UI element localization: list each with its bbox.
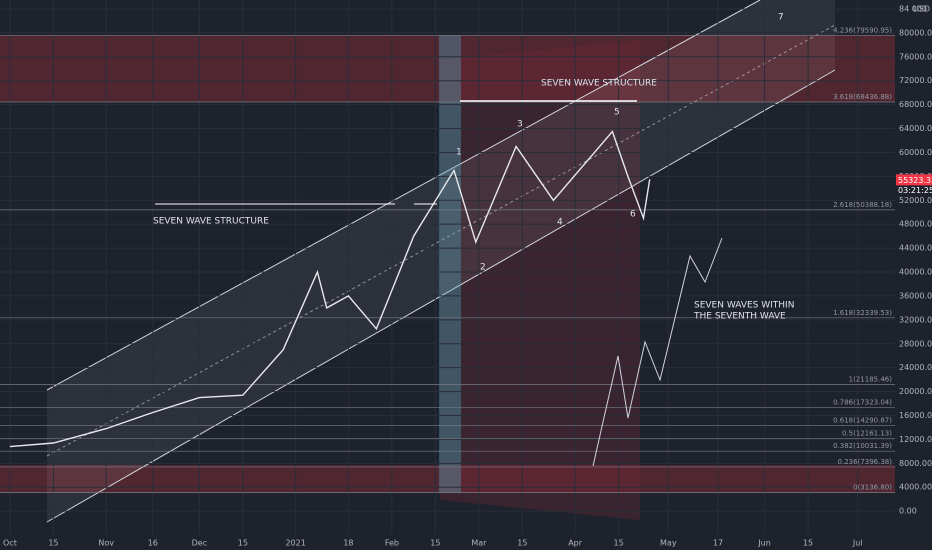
x-tick-label: 17 (713, 539, 723, 548)
y-tick-label: 8000.00 (899, 459, 932, 468)
wave-label: 7 (778, 13, 784, 23)
annotation: SEVEN WAVES WITHIN (694, 301, 794, 311)
levels: 4.236(79590.95) 3.618(68436.88) 2.618(5038… (0, 26, 895, 493)
x-tick-label: Dec (192, 539, 207, 548)
wave-label: 2 (480, 263, 486, 273)
fib-label: 0.236(7396.38) (838, 458, 893, 466)
fib-label: 0.5(12161.13) (842, 429, 892, 437)
annotation: SEVEN WAVE STRUCTURE (153, 217, 269, 227)
x-tick-label: 15 (517, 539, 527, 548)
wave-label: 6 (630, 210, 636, 220)
fib-label: 0(3136.80) (853, 483, 892, 491)
y-tick-label: 52000.00 (899, 196, 932, 205)
currency: USD (913, 5, 930, 14)
annotation: THE SEVENTH WAVE (693, 312, 786, 322)
y-tick-label: 24000.00 (899, 363, 932, 372)
time-axis (0, 535, 932, 550)
wave-label: 3 (517, 120, 523, 130)
grid (0, 0, 895, 535)
projection-path (592, 237, 723, 467)
fib-label: 1.618(32339.53) (833, 309, 892, 317)
fib-label: 4.236(79590.95) (833, 26, 892, 34)
y-tick-label: 4000.00 (899, 483, 932, 492)
y-tick-label: 16000.00 (899, 411, 932, 420)
y-tick-label: 60000.00 (899, 148, 932, 157)
x-tick-label: 2021 (285, 539, 305, 548)
y-tick-label: 84 000 (899, 4, 927, 13)
y-tick-label: 36000.00 (899, 291, 932, 300)
red-zone-bottom (0, 465, 895, 493)
red-zone-top (0, 35, 895, 102)
y-tick-label: 72000.00 (899, 76, 932, 85)
wave-label: 4 (557, 218, 563, 228)
y-tick-label: 12000.00 (899, 435, 932, 444)
x-tick-label: 15 (803, 539, 813, 548)
fib-label: 1(21185.46) (849, 375, 893, 383)
price-line (9, 130, 651, 448)
axes: 0.00 4000.00 8000.00 12000.00 16000.00 20000.… (3, 4, 932, 548)
y-tick-label: 64000.00 (899, 124, 932, 133)
price-tag (896, 175, 932, 186)
y-tick-label: 32000.00 (899, 315, 932, 324)
fib-label: 3.618(68436.88) (833, 93, 892, 101)
fib-label: 0.786(17323.04) (833, 399, 892, 407)
price-tag-label: 55323.33 (898, 176, 932, 185)
y-tick-label: 28000.00 (899, 339, 932, 348)
fib-label: 0.618(14290.87) (833, 417, 892, 425)
time-band (439, 35, 461, 493)
y-tick-label: 68000.00 (899, 100, 932, 109)
y-tick-label: 44000.00 (899, 244, 932, 253)
wave-label: 5 (614, 108, 620, 118)
x-tick-label: 16 (148, 539, 158, 548)
fib-label: 0.382(10031.39) (833, 442, 892, 450)
x-tick-label: Jul (852, 539, 863, 548)
x-tick-label: 15 (48, 539, 58, 548)
y-tick-label: 20000.00 (899, 387, 932, 396)
x-tick-label: Oct (3, 539, 17, 548)
y-tick-label: 40000.00 (899, 268, 932, 277)
y-tick-label: 76000.00 (899, 52, 932, 61)
wave-label: 1 (456, 148, 462, 158)
plot (9, 130, 651, 448)
channel-top (46, 0, 761, 391)
x-tick-label: Feb (385, 539, 399, 548)
x-tick-label: Jun (757, 539, 771, 548)
x-tick-label: 15 (614, 539, 624, 548)
y-tick-label: 0.00 (899, 507, 917, 516)
annotation: SEVEN WAVE STRUCTURE (541, 79, 657, 89)
x-tick-label: Apr (568, 539, 583, 548)
x-tick-label: 15 (430, 539, 440, 548)
red-projection (440, 40, 640, 520)
x-tick-label: May (660, 539, 677, 548)
y-tick-label: 48000.00 (899, 220, 932, 229)
countdown: 03:21:25 (898, 186, 932, 195)
fib-label: 2.618(50388.18) (833, 201, 892, 209)
x-tick-label: 15 (238, 539, 248, 548)
price-axis (895, 0, 932, 550)
x-tick-label: 18 (343, 539, 353, 548)
y-tick-label: 80000.00 (899, 28, 932, 37)
x-tick-label: Nov (98, 539, 114, 548)
x-tick-label: Mar (471, 539, 487, 548)
